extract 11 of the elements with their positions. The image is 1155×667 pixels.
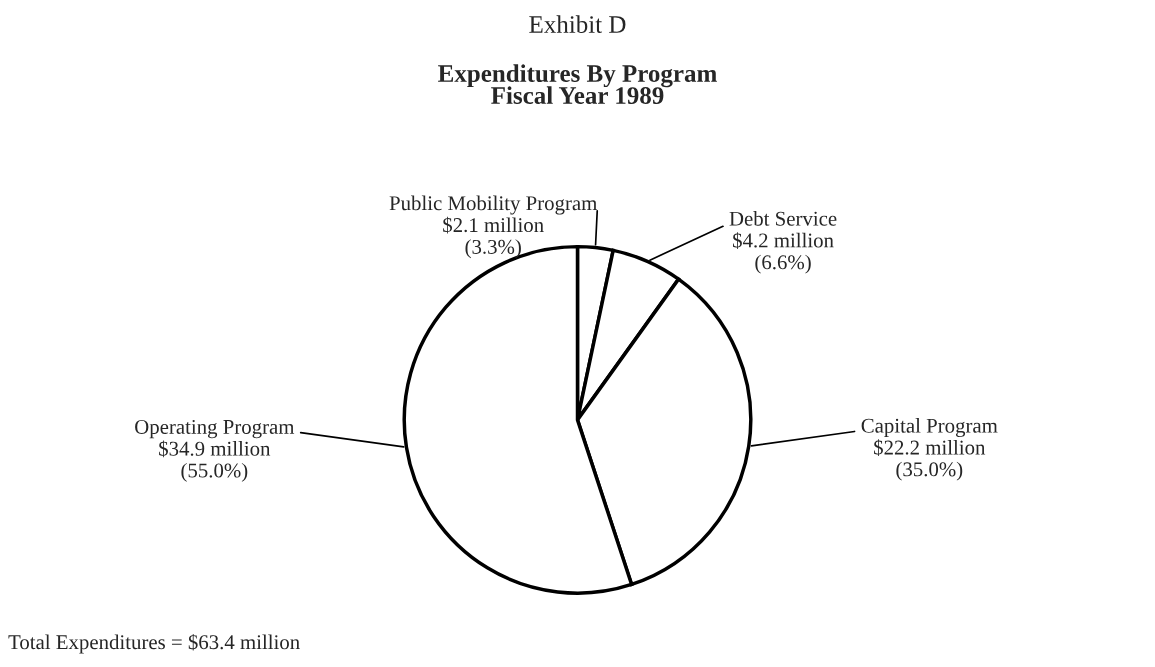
- slice-label: Capital Program: [861, 418, 998, 438]
- slice-label: Operating Program: [135, 419, 295, 439]
- chart-title: Exhibit D: [529, 15, 626, 33]
- data-label: $22.2 million (35.0%): [874, 439, 986, 481]
- text: Total Expenditures = $63.4 million: [8, 633, 300, 654]
- data-label: $4.2 million (6.6%): [733, 232, 834, 274]
- slice-label: Public Mobility Program: [389, 195, 598, 215]
- chart-subtitle: Expenditures By Program Fiscal Year 1989: [438, 64, 717, 104]
- data-label: $2.1 million (3.3%): [443, 216, 544, 259]
- slice-label: Debt Service: [729, 211, 837, 226]
- data-label: $34.9 million (55.0%): [159, 440, 271, 482]
